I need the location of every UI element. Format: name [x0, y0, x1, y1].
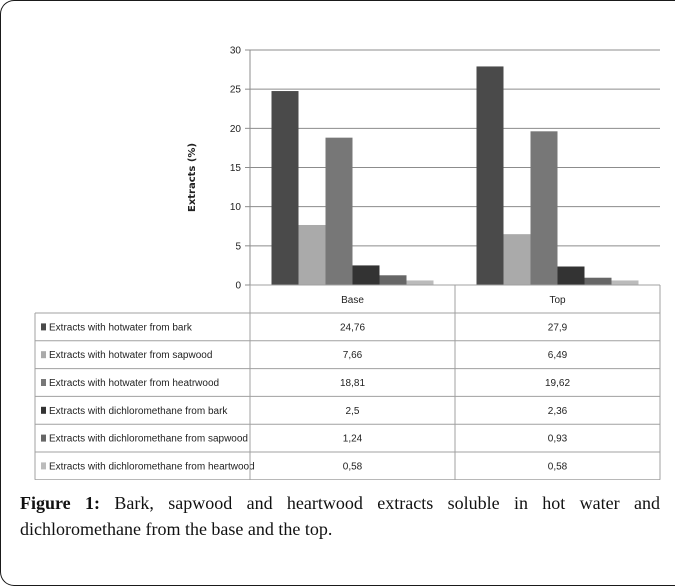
category-label: Base: [341, 295, 364, 306]
data-label: 0,93: [548, 434, 568, 445]
data-label: 27,9: [548, 322, 568, 333]
bar: [503, 234, 531, 285]
legend-swatch: [41, 434, 46, 442]
legend-swatch: [41, 406, 46, 414]
data-label: 24,76: [340, 322, 365, 333]
legend-swatch: [41, 462, 46, 470]
legend-swatch: [41, 379, 46, 386]
bar: [325, 137, 353, 285]
data-label: 18,81: [340, 378, 365, 389]
category-label: Top: [549, 295, 566, 306]
data-label: 7,66: [343, 350, 363, 361]
data-label: 0,58: [343, 461, 363, 472]
legend-label: Extracts with hotwater from heatrwood: [49, 378, 219, 389]
legend-label: Extracts with dichloromethane from bark: [49, 406, 228, 417]
y-tick-label: 30: [230, 46, 242, 57]
y-tick-label: 10: [230, 202, 242, 213]
bar: [476, 66, 504, 285]
legend-swatch: [41, 323, 46, 331]
data-label: 2,36: [548, 406, 568, 417]
legend-swatch: [41, 351, 46, 359]
legend-label: Extracts with hotwater from bark: [49, 322, 193, 333]
y-axis-title: Extracts (%): [187, 143, 198, 212]
data-label: 0,58: [548, 461, 568, 472]
data-label: 1,24: [343, 434, 363, 445]
chart: 0 5 10 15 20 25 30 Extracts (%) Base Top Extracts …: [34, 46, 661, 480]
data-label: 19,62: [545, 378, 570, 389]
caption-label: Figure 1:: [20, 493, 101, 513]
y-tick-label: 0: [235, 281, 241, 292]
bar: [530, 131, 558, 285]
data-label: 6,49: [548, 350, 568, 361]
legend-label: Extracts with dichloromethane from heart…: [49, 461, 255, 472]
bar: [611, 280, 639, 285]
caption-text: Bark, sapwood and heartwood extracts sol…: [20, 493, 660, 539]
legend-label: Extracts with hotwater from sapwood: [49, 350, 212, 361]
y-tick-label: 15: [230, 163, 242, 174]
legend-label: Extracts with dichloromethane from sapwo…: [49, 434, 248, 445]
data-label: 2,5: [346, 406, 360, 417]
bar: [406, 280, 434, 285]
y-tick-label: 20: [230, 124, 242, 135]
bar: [379, 275, 407, 285]
y-tick-label: 25: [230, 85, 242, 96]
y-tick-label: 5: [235, 241, 241, 252]
bar: [557, 266, 585, 285]
bar: [352, 265, 380, 285]
bar: [584, 277, 612, 285]
figure-caption: Figure 1: Bark, sapwood and heartwood ex…: [20, 490, 660, 542]
bar: [298, 224, 326, 285]
bar: [271, 91, 299, 286]
